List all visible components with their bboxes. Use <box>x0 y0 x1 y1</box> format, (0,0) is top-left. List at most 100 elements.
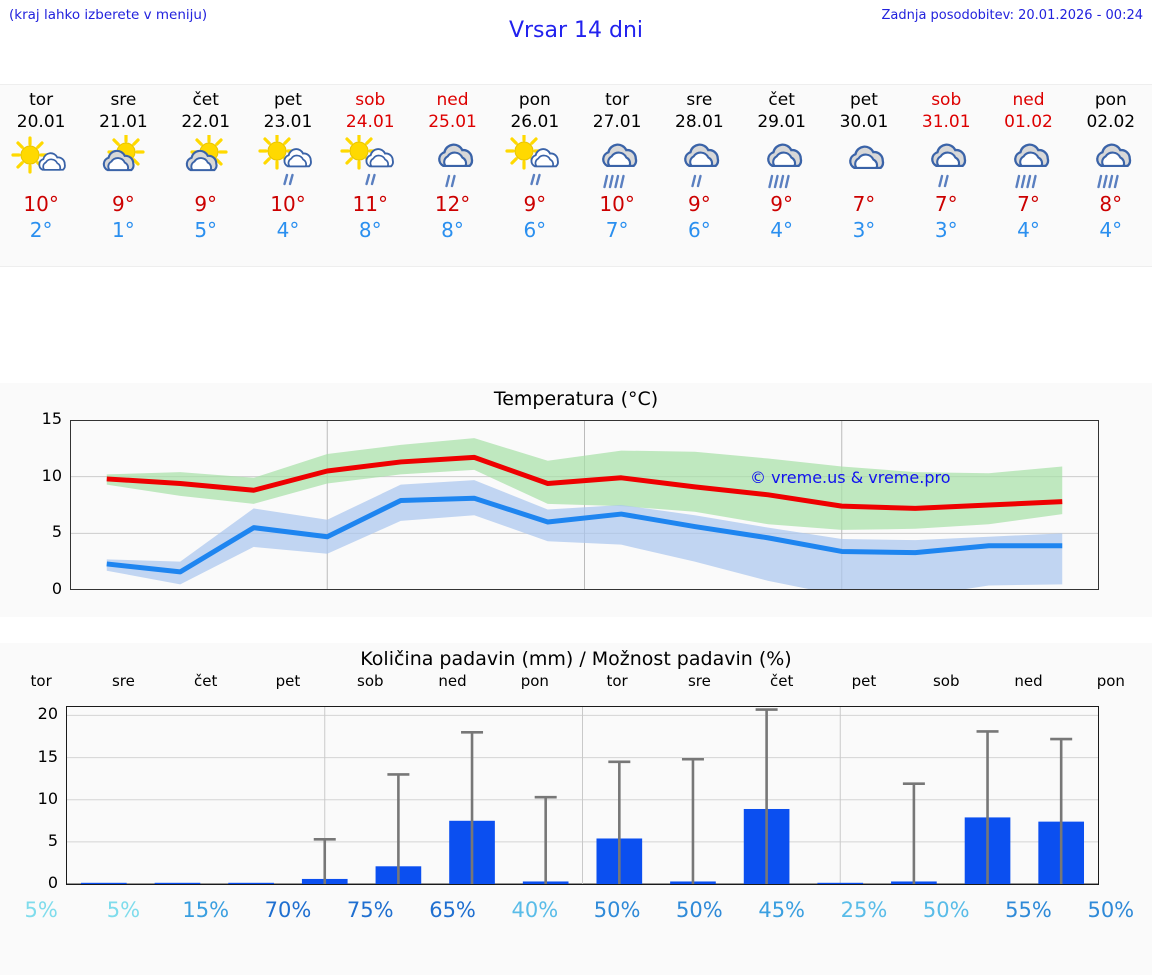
max-temperature-label: 10° <box>23 192 59 216</box>
precipitation-day-label: sre <box>687 672 711 690</box>
precipitation-probability-label: 50% <box>922 898 970 922</box>
date-label: 25.01 <box>428 112 477 132</box>
precipitation-probability-row: 5% 5% 15% 70% 75% 65% 40% 50% 50% 45% 25% 50% 55% 50% <box>0 898 1152 932</box>
precipitation-probability-label: 50% <box>1087 898 1135 922</box>
precipitation-day-label: sob <box>932 672 960 690</box>
date-label: 01.02 <box>1004 112 1053 132</box>
precipitation-day-label: ned <box>438 672 467 690</box>
forecast-day-column: sob 31.01 7° 3° <box>905 85 987 266</box>
cloud-light-rain-icon <box>668 135 730 189</box>
max-temperature-label: 10° <box>270 192 306 216</box>
date-label: 31.01 <box>921 112 971 132</box>
cloud-light-rain-icon <box>422 135 484 189</box>
precipitation-y-tick: 0 <box>47 873 58 892</box>
date-label: 30.01 <box>839 112 889 132</box>
forecast-day-column: pet 23.01 10° 4° <box>247 85 329 266</box>
date-label: 24.01 <box>345 112 395 132</box>
day-of-week-label: tor <box>29 90 54 110</box>
precipitation-probability-label: 25% <box>840 898 888 922</box>
forecast-day-column: pet 30.01 7° 3° <box>823 85 905 266</box>
min-temperature-label: 7° <box>605 218 629 242</box>
precipitation-day-label: sre <box>111 672 135 690</box>
max-temperature-label: 7° <box>1017 192 1040 216</box>
precipitation-day-label: pet <box>275 672 301 690</box>
day-of-week-label: pet <box>849 90 878 110</box>
forecast-day-column: čet 22.01 9° 5° <box>165 85 247 266</box>
sun-behind-cloud-icon <box>92 133 154 189</box>
max-temperature-label: 12° <box>434 192 471 216</box>
last-updated-text: Zadnja posodobitev: 20.01.2026 - 00:24 <box>881 8 1143 23</box>
precipitation-day-label: pet <box>851 672 877 690</box>
day-of-week-label: sob <box>355 90 386 110</box>
precipitation-day-label: tor <box>606 672 628 690</box>
temperature-y-tick: 10 <box>41 465 62 485</box>
min-temperature-label: 4° <box>770 218 794 242</box>
precipitation-plot <box>66 706 1099 885</box>
precipitation-day-label: tor <box>30 672 52 690</box>
min-temperature-label: 2° <box>29 218 53 242</box>
cloud-light-rain-icon <box>915 135 977 189</box>
max-temperature-label: 9° <box>770 192 794 216</box>
date-label: 20.01 <box>16 112 66 132</box>
precipitation-probability-label: 50% <box>593 898 641 922</box>
temperature-y-tick: 0 <box>51 579 62 598</box>
precipitation-day-labels: tor sre čet pet sob ned pon tor sre čet pet sob ned p… <box>0 672 1152 696</box>
sun-cloud-light-rain-icon <box>504 132 566 189</box>
day-of-week-label: sob <box>931 90 962 110</box>
precipitation-day-label: sob <box>357 672 384 690</box>
forecast-day-column: sre 21.01 9° 1° <box>82 85 164 266</box>
forecast-day-column: tor 27.01 10° 7° <box>576 85 658 266</box>
precipitation-day-label: čet <box>194 672 218 690</box>
precipitation-probability-label: 50% <box>676 898 723 922</box>
precipitation-probability-label: 15% <box>182 898 230 922</box>
max-temperature-label: 8° <box>1099 192 1123 216</box>
min-temperature-label: 6° <box>688 218 711 242</box>
temperature-y-tick: 15 <box>41 409 62 428</box>
day-of-week-label: pet <box>274 90 302 110</box>
day-of-week-label: čet <box>768 90 795 110</box>
forecast-day-column: pon 26.01 9° 6° <box>494 85 576 266</box>
sun-cloud-icon <box>10 135 72 189</box>
forecast-day-column: čet 29.01 9° 4° <box>741 85 823 266</box>
forecast-day-column: ned 01.02 7° 4° <box>987 85 1069 266</box>
min-temperature-label: 3° <box>934 218 958 242</box>
page-title: Vrsar 14 dni <box>508 18 644 43</box>
date-label: 26.01 <box>510 112 560 132</box>
temperature-y-tick: 5 <box>51 522 62 542</box>
temperature-plot <box>70 419 1099 597</box>
min-temperature-label: 8° <box>441 218 464 242</box>
max-temperature-label: 9° <box>523 192 547 216</box>
precipitation-probability-label: 55% <box>1005 898 1052 922</box>
day-of-week-label: pon <box>518 90 551 110</box>
sun-cloud-light-rain-icon <box>339 132 401 189</box>
min-temperature-label: 3° <box>852 218 876 242</box>
forecast-day-column: sob 24.01 11° 8° <box>329 85 411 266</box>
precipitation-probability-label: 5% <box>106 898 141 922</box>
precipitation-day-label: čet <box>769 672 794 690</box>
precipitation-probability-label: 75% <box>346 898 394 922</box>
forecast-day-column: sre 28.01 9° 6° <box>658 85 740 266</box>
precipitation-day-label: pon <box>1096 672 1125 690</box>
date-label: 23.01 <box>263 112 313 132</box>
forecast-day-column: pon 02.02 8° 4° <box>1070 85 1152 266</box>
menu-hint-text: (kraj lahko izberete v meniju) <box>9 7 208 23</box>
precipitation-probability-label: 5% <box>24 898 58 922</box>
cloud-rain-icon <box>751 135 813 189</box>
precipitation-chart-title: Količina padavin (mm) / Možnost padavin … <box>360 648 792 670</box>
precipitation-probability-label: 45% <box>758 898 806 922</box>
min-temperature-label: 4° <box>1099 218 1123 242</box>
day-of-week-label: pon <box>1094 90 1127 110</box>
sun-cloud-light-rain-icon <box>257 132 319 189</box>
precipitation-day-label: ned <box>1014 672 1043 690</box>
max-temperature-label: 9° <box>112 192 135 216</box>
precipitation-y-tick: 15 <box>37 746 58 766</box>
sun-behind-cloud-icon <box>175 133 237 189</box>
precipitation-probability-label: 70% <box>264 898 312 922</box>
cloud-rain-icon <box>998 135 1060 189</box>
min-temperature-label: 1° <box>112 218 135 242</box>
precipitation-day-label: pon <box>520 672 549 690</box>
date-label: 29.01 <box>757 112 806 132</box>
day-of-week-label: tor <box>605 90 630 110</box>
date-label: 22.01 <box>181 112 231 132</box>
min-temperature-label: 6° <box>523 218 547 242</box>
